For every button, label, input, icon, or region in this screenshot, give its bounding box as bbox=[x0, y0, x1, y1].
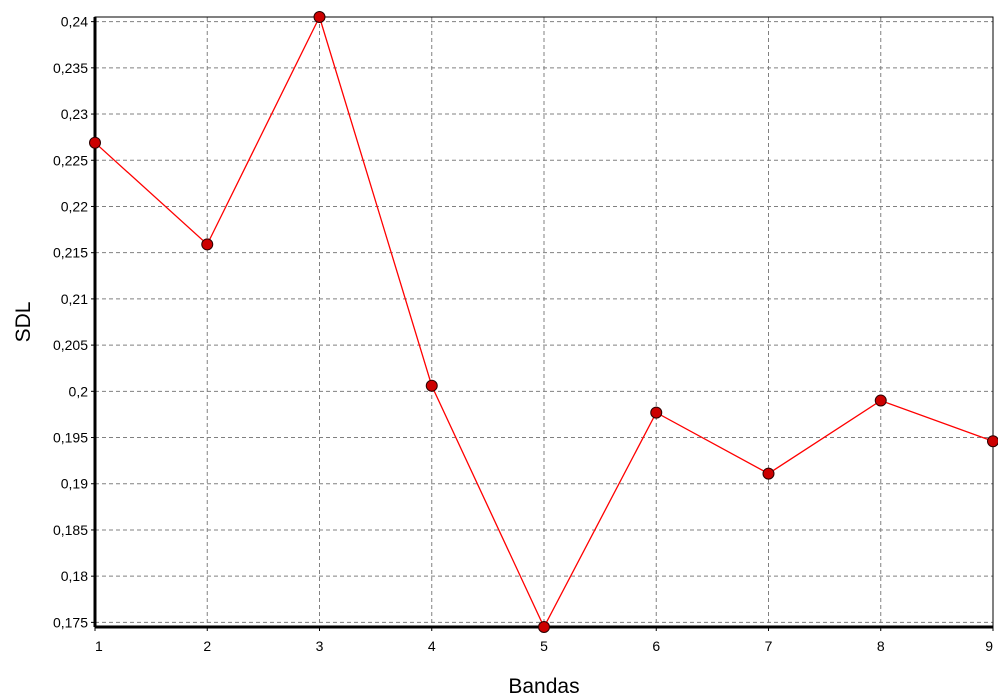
y-tick-label: 0,22 bbox=[61, 198, 88, 214]
y-tick-label: 0,235 bbox=[53, 60, 88, 76]
x-tick-label: 1 bbox=[95, 638, 103, 654]
y-tick-label: 0,23 bbox=[61, 106, 88, 122]
x-tick-label: 9 bbox=[985, 638, 993, 654]
series-markers bbox=[89, 11, 998, 633]
x-axis-title: Bandas bbox=[508, 675, 579, 697]
data-point bbox=[425, 379, 438, 392]
data-point bbox=[201, 238, 214, 251]
grid bbox=[94, 17, 994, 627]
y-tick-label: 0,175 bbox=[53, 614, 88, 630]
x-axis-ticks: 1 2 3 4 5 6 7 8 9 bbox=[94, 627, 994, 654]
x-tick-label: 4 bbox=[428, 638, 436, 654]
data-point bbox=[650, 406, 663, 419]
data-point bbox=[762, 467, 775, 480]
data-point bbox=[89, 136, 101, 149]
y-tick-label: 0,2 bbox=[69, 383, 89, 399]
y-tick-label: 0,18 bbox=[61, 568, 88, 584]
data-point bbox=[987, 435, 998, 448]
y-tick-label: 0,185 bbox=[53, 522, 88, 538]
x-tick-label: 7 bbox=[765, 638, 773, 654]
y-axis-title: SDL bbox=[12, 302, 35, 343]
y-tick-label: 0,19 bbox=[61, 476, 88, 492]
x-tick-label: 8 bbox=[877, 638, 885, 654]
y-tick-label: 0,24 bbox=[61, 14, 88, 30]
y-tick-label: 0,225 bbox=[53, 152, 88, 168]
y-tick-label: 0,195 bbox=[53, 430, 88, 446]
y-axis-ticks: 0,175 0,18 0,185 0,19 0,195 0,2 0,205 0,21 0,215… bbox=[53, 14, 95, 630]
y-tick-label: 0,205 bbox=[53, 337, 88, 353]
data-point bbox=[313, 11, 326, 23]
x-tick-label: 3 bbox=[316, 638, 324, 654]
y-tick-label: 0,21 bbox=[61, 291, 88, 307]
y-tick-label: 0,215 bbox=[53, 245, 88, 261]
data-point bbox=[538, 621, 550, 633]
x-tick-label: 2 bbox=[203, 638, 211, 654]
data-point bbox=[874, 394, 887, 407]
x-tick-label: 5 bbox=[540, 638, 548, 654]
x-tick-label: 6 bbox=[652, 638, 660, 654]
